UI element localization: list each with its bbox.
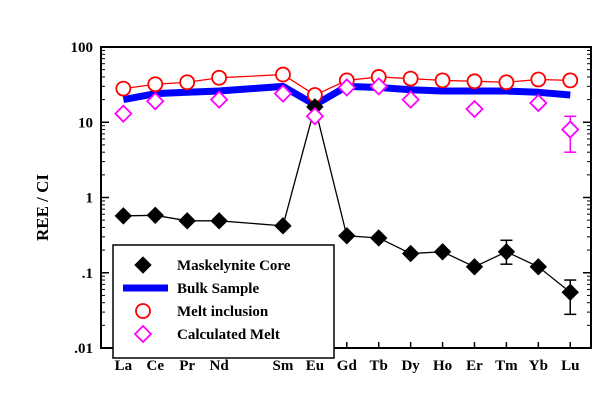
x-tick-label: Sm [273, 358, 294, 374]
x-tick-labels: La Ce Pr Nd Sm Eu Gd Tb Dy Ho Er Tm Yb Lu [115, 358, 580, 374]
series-line [122, 82, 571, 109]
y-tick-label: 1 [86, 191, 94, 207]
y-tick-labels: .01 .1 1 10 100 [71, 40, 94, 357]
x-tick-label: Dy [401, 358, 420, 374]
x-tick-label: Yb [529, 358, 548, 374]
y-tick-label: 100 [71, 40, 94, 56]
data-point [530, 71, 547, 88]
data-point [209, 90, 229, 109]
data-point [147, 76, 164, 93]
series-layer [114, 66, 580, 316]
x-tick-label: Pr [179, 358, 195, 374]
legend-label: Melt inclusion [177, 304, 269, 320]
data-point [274, 217, 292, 235]
x-tick-label: Ce [147, 358, 165, 374]
data-point [370, 229, 388, 247]
legend-swatch [134, 256, 152, 274]
data-point [561, 283, 579, 301]
x-tick-label: La [115, 358, 133, 374]
plot-frame [100, 46, 592, 349]
x-tick-label: Nd [210, 358, 230, 374]
data-point [114, 207, 133, 225]
data-point [369, 77, 388, 96]
data-point [115, 80, 132, 97]
data-point [529, 258, 548, 276]
data-point [210, 212, 228, 230]
data-point [275, 66, 291, 83]
data-point [401, 90, 420, 109]
x-tick-label: Ho [433, 358, 452, 374]
data-point [338, 227, 356, 245]
data-point [178, 212, 196, 230]
data-point [114, 104, 133, 123]
legend-label: Bulk Sample [177, 281, 259, 297]
legend-entry: Maskelynite Core [134, 256, 291, 274]
data-point [465, 258, 484, 276]
legend-swatch [133, 324, 153, 344]
data-point [498, 74, 515, 91]
data-point [146, 206, 164, 225]
legend: Maskelynite Core Bulk Sample Melt inclusio… [112, 244, 335, 359]
x-tick-label: Er [466, 358, 483, 374]
legend-entry: Calculated Melt [133, 324, 280, 344]
data-point [402, 70, 419, 87]
y-axis-title: REE / CI [33, 174, 52, 241]
data-point [211, 69, 228, 86]
x-tick-label: Tb [370, 358, 388, 374]
data-point [401, 244, 420, 263]
x-tick-label: Tm [495, 358, 518, 374]
legend-label: Maskelynite Core [177, 258, 291, 274]
data-point [497, 243, 516, 261]
x-tick-label: Gd [337, 358, 358, 374]
data-point [305, 107, 325, 126]
series-maskelynite-core [114, 98, 579, 316]
y-tick-label: 10 [78, 115, 93, 131]
legend-label: Calculated Melt [177, 327, 280, 343]
data-point [466, 73, 483, 90]
data-point [179, 74, 196, 91]
series-bulk-sample [122, 82, 571, 109]
data-point [273, 84, 293, 103]
y-tick-label: .1 [82, 266, 93, 282]
data-point [562, 72, 579, 89]
legend-entry: Bulk Sample [123, 281, 259, 297]
data-point [337, 78, 357, 97]
data-point [145, 92, 165, 111]
data-point [433, 243, 452, 261]
x-tick-label: Eu [306, 358, 324, 374]
data-point [434, 72, 451, 89]
x-tick-label: Lu [561, 358, 579, 374]
data-point [560, 120, 580, 139]
data-point [529, 93, 548, 113]
y-tick-label: .01 [74, 341, 93, 357]
data-point [465, 99, 484, 119]
series-calculated-melt [114, 77, 580, 153]
legend-entry: Melt inclusion [135, 303, 269, 320]
legend-swatch [135, 303, 151, 319]
